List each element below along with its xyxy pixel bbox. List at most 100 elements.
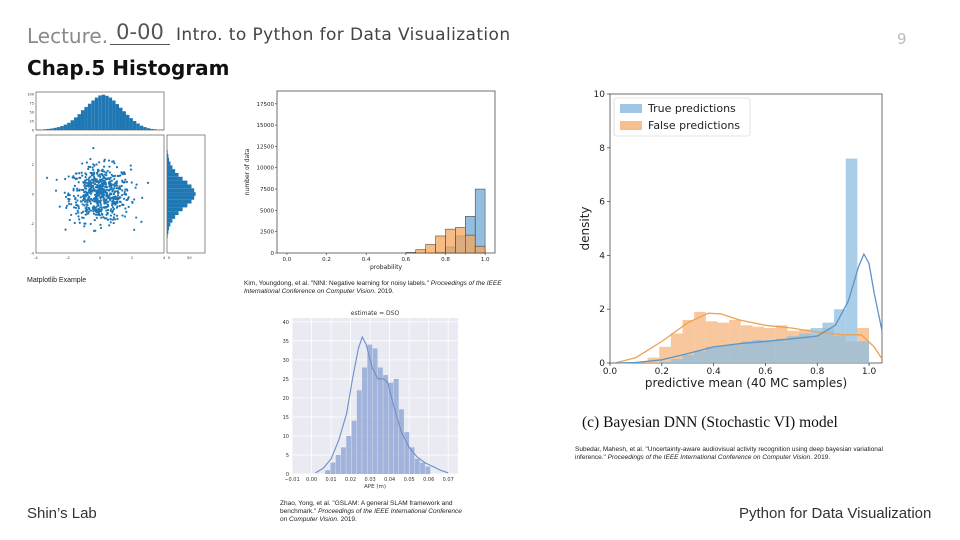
scatter-point bbox=[92, 178, 95, 181]
scatter-point bbox=[63, 191, 66, 194]
scatter-point bbox=[74, 172, 77, 175]
scatter-point bbox=[93, 229, 96, 232]
scatter-point bbox=[84, 222, 87, 225]
gslam-y-tick-label: 0 bbox=[286, 472, 289, 478]
top-hist-bar bbox=[98, 95, 102, 130]
right-hist-bar bbox=[167, 226, 170, 231]
bayesian-x-tick-label: 0.8 bbox=[810, 367, 825, 377]
gslam-kde-line bbox=[315, 335, 449, 474]
scatter-point bbox=[90, 174, 94, 177]
scatter-point bbox=[99, 209, 102, 212]
nlnl-x-tick-label: 1.0 bbox=[481, 257, 490, 263]
scatter-point bbox=[109, 214, 113, 217]
scatter-point bbox=[106, 208, 110, 212]
nlnl-citation: Kim, Youngdong, et al. "NlNl: Negative l… bbox=[244, 280, 524, 296]
scatter-point bbox=[87, 165, 90, 168]
scatter-point bbox=[113, 218, 117, 221]
scatter-point bbox=[121, 173, 124, 176]
scatter-point bbox=[81, 216, 84, 219]
bayesian-bar-true bbox=[659, 361, 671, 363]
scatter-point bbox=[107, 188, 110, 192]
scatter-point bbox=[83, 204, 86, 207]
scatter-point bbox=[96, 213, 100, 216]
scatter-point bbox=[106, 177, 109, 181]
bayesian-bar-true bbox=[729, 344, 741, 363]
scatter-point bbox=[84, 175, 87, 179]
scatter-point bbox=[93, 182, 96, 185]
gslam-bar bbox=[330, 462, 336, 474]
scatter-point bbox=[102, 165, 106, 168]
right-hist-bar bbox=[167, 176, 183, 181]
bayesian-bar-true bbox=[775, 338, 788, 363]
gslam-y-tick-label: 20 bbox=[283, 396, 289, 402]
scatter-point bbox=[127, 197, 130, 200]
scatter-point bbox=[91, 184, 95, 187]
scatter-point bbox=[93, 189, 96, 193]
scatter-point bbox=[78, 221, 81, 224]
scatter-point bbox=[77, 207, 80, 210]
scatter-point bbox=[70, 213, 73, 217]
scatter-point bbox=[103, 198, 106, 202]
scatter-point bbox=[82, 198, 85, 202]
scatter-point bbox=[98, 173, 101, 176]
scatter-point bbox=[100, 182, 103, 185]
footer-lab-name: Shin’s Lab bbox=[27, 505, 97, 522]
top-hist-bar bbox=[46, 128, 50, 130]
scatter-point bbox=[111, 206, 114, 209]
bayesian-bar-true bbox=[799, 333, 811, 363]
top-hist-bar bbox=[77, 114, 81, 130]
scatter-point bbox=[113, 162, 116, 165]
right-hist-bar bbox=[167, 203, 188, 208]
scatter-point bbox=[94, 213, 98, 216]
right-hist-bar bbox=[167, 215, 176, 219]
bayesian-x-tick-label: 0.4 bbox=[706, 367, 721, 377]
right-hist-bar bbox=[167, 169, 176, 173]
scatter-point bbox=[87, 210, 91, 213]
bayesian-y-tick-label: 10 bbox=[594, 90, 606, 100]
scatter-point bbox=[89, 198, 92, 201]
page-number: 9 bbox=[897, 30, 907, 48]
top-hist-bar bbox=[150, 128, 154, 130]
scatter-point bbox=[113, 175, 116, 178]
scatter-point bbox=[124, 207, 127, 210]
bayesian-bar-true bbox=[682, 354, 695, 363]
scatter-point bbox=[88, 207, 91, 211]
nlnl-bar-blue bbox=[474, 188, 486, 254]
scatter-point bbox=[82, 188, 85, 192]
gslam-bar bbox=[341, 447, 346, 474]
scatter-point bbox=[116, 187, 120, 190]
scatter-point bbox=[112, 197, 115, 200]
top-hist-bar bbox=[122, 111, 126, 130]
scatter-point bbox=[84, 172, 87, 175]
bayesian-legend-box bbox=[613, 97, 751, 137]
gslam-x-tick-label: 0.03 bbox=[365, 477, 376, 483]
bayesian-x-tick-label: 0.2 bbox=[655, 367, 669, 377]
bayesian-bar-true bbox=[787, 336, 800, 363]
top-hist-bar bbox=[53, 127, 57, 130]
scatter-point bbox=[109, 188, 112, 191]
scatter-point bbox=[106, 218, 110, 222]
scatter-point bbox=[83, 240, 86, 243]
scatter-point bbox=[115, 214, 119, 217]
scatter-point bbox=[80, 171, 83, 174]
scatter-point bbox=[64, 228, 67, 231]
scatter-point bbox=[65, 206, 68, 209]
scatter-point bbox=[121, 189, 124, 192]
scatter-point bbox=[107, 159, 111, 162]
scatter-point bbox=[94, 206, 97, 209]
gslam-bar bbox=[399, 409, 404, 474]
scatter-point bbox=[54, 189, 58, 192]
scatter-point bbox=[73, 184, 76, 188]
scatter-point bbox=[112, 207, 116, 211]
chapter-title: Chap.5 Histogram bbox=[27, 56, 230, 80]
scatter-point bbox=[112, 216, 115, 219]
nlnl-y-tick-label: 15000 bbox=[257, 123, 275, 129]
scatter-point bbox=[79, 196, 82, 199]
scatter-x-tick-label: -4 bbox=[34, 256, 38, 260]
scatter-point bbox=[105, 174, 108, 177]
scatter-point bbox=[120, 171, 123, 174]
nlnl-x-tick-label: 0.8 bbox=[441, 257, 450, 263]
scatter-point bbox=[115, 166, 119, 169]
bayesian-y-tick-label: 8 bbox=[599, 144, 605, 154]
scatter-point bbox=[103, 206, 106, 209]
